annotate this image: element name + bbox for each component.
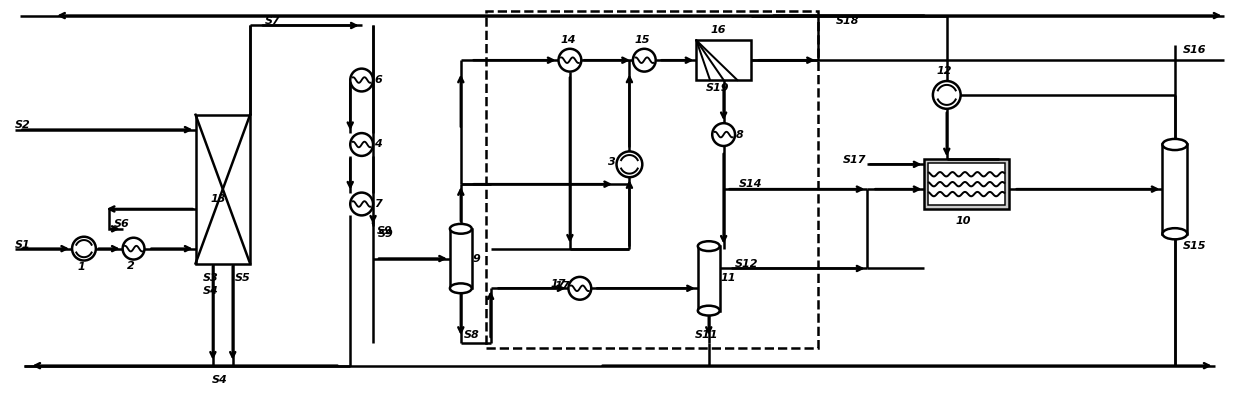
Text: S4: S4 — [203, 286, 219, 296]
Circle shape — [72, 237, 95, 261]
Text: S2: S2 — [15, 120, 30, 130]
Ellipse shape — [698, 241, 720, 251]
Text: 10: 10 — [955, 216, 971, 226]
Text: S9: S9 — [377, 226, 393, 236]
Text: 13: 13 — [211, 194, 225, 204]
Ellipse shape — [1162, 228, 1187, 239]
Text: 12: 12 — [935, 66, 952, 76]
Circle shape — [617, 151, 642, 177]
Circle shape — [559, 49, 581, 71]
Text: 15: 15 — [634, 35, 650, 45]
Ellipse shape — [450, 284, 472, 293]
Text: 4: 4 — [374, 140, 382, 149]
Text: S5: S5 — [234, 273, 250, 284]
Ellipse shape — [1162, 139, 1187, 150]
Text: S9: S9 — [378, 229, 394, 239]
Text: 17: 17 — [554, 281, 570, 291]
Bar — [450, 229, 472, 288]
Text: S18: S18 — [836, 16, 860, 26]
Circle shape — [123, 238, 145, 259]
Bar — [924, 160, 1009, 209]
Bar — [696, 40, 751, 80]
Ellipse shape — [450, 224, 472, 234]
Bar — [486, 11, 818, 348]
Text: 14: 14 — [560, 35, 576, 45]
Text: S15: S15 — [1183, 241, 1207, 251]
Text: S1: S1 — [15, 239, 30, 250]
Bar — [928, 163, 1005, 206]
Bar — [698, 246, 720, 310]
Text: 17: 17 — [550, 279, 566, 289]
Text: 1: 1 — [77, 262, 84, 273]
Circle shape — [712, 123, 735, 146]
Text: S16: S16 — [1183, 45, 1207, 55]
Text: 2: 2 — [126, 262, 135, 271]
Text: S7: S7 — [265, 16, 281, 26]
Text: 9: 9 — [473, 253, 481, 264]
Bar — [1162, 144, 1187, 234]
Text: S17: S17 — [843, 155, 866, 165]
Text: 11: 11 — [721, 273, 736, 284]
Text: 3: 3 — [607, 157, 616, 167]
Circle shape — [933, 81, 960, 109]
Circle shape — [351, 69, 373, 91]
Text: S4: S4 — [212, 375, 228, 384]
Ellipse shape — [698, 306, 720, 315]
Text: 6: 6 — [374, 75, 382, 85]
Text: S11: S11 — [695, 330, 719, 340]
Text: S14: S14 — [738, 179, 762, 189]
Text: S12: S12 — [735, 259, 758, 268]
Bar — [196, 115, 250, 264]
Circle shape — [351, 193, 373, 215]
Text: S3: S3 — [203, 273, 219, 284]
Circle shape — [633, 49, 655, 71]
Text: 8: 8 — [736, 130, 743, 140]
Text: 16: 16 — [711, 25, 726, 35]
Circle shape — [569, 277, 591, 300]
Circle shape — [351, 133, 373, 156]
Text: S8: S8 — [463, 330, 479, 340]
Text: S19: S19 — [706, 83, 730, 93]
Text: 7: 7 — [374, 199, 382, 209]
Text: S6: S6 — [114, 219, 129, 229]
